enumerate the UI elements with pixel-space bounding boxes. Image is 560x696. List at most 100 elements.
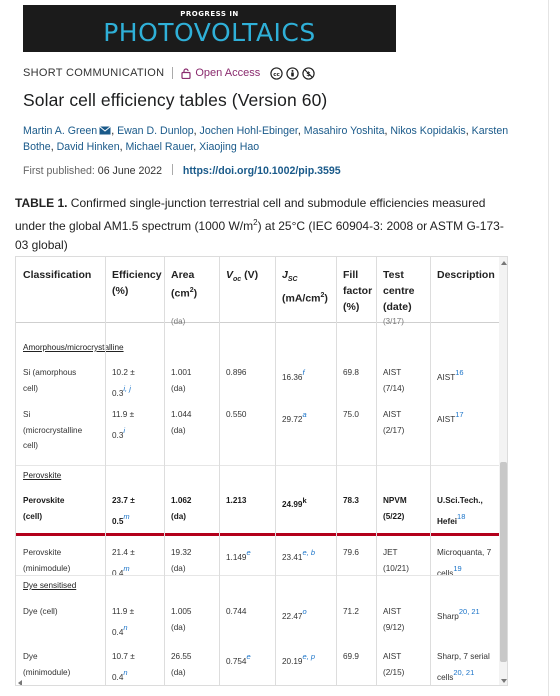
footnote-link[interactable]: f xyxy=(302,368,305,377)
journal-banner-title: PHOTOVOLTAICS xyxy=(103,18,316,47)
cell-text: 0.3 xyxy=(112,430,124,440)
header-area[interactable]: Area (cm2) xyxy=(171,267,197,302)
cell-test-centre: JET (10/21) xyxy=(383,545,409,576)
cell-text: cells xyxy=(437,568,454,578)
cell-text: AIST xyxy=(383,368,402,377)
cell-text: 23.7 ± xyxy=(112,496,135,505)
author-link[interactable]: Ewan D. Dunlop xyxy=(117,125,194,137)
reference-link[interactable]: 16 xyxy=(455,368,464,377)
reference-link[interactable]: 19 xyxy=(453,563,462,573)
cell-text: 0.4 xyxy=(112,672,124,682)
cell-efficiency: 10.2 ± 0.3i, j xyxy=(112,365,135,401)
header-sub: oc xyxy=(233,276,242,284)
cell-text: AIST xyxy=(437,373,456,382)
scroll-left-arrow[interactable] xyxy=(18,680,22,685)
cell-voc: 1.149e xyxy=(226,545,251,566)
header-text: Efficiency xyxy=(112,269,162,281)
header-fill-factor[interactable]: Fill factor (%) xyxy=(343,267,372,315)
header-jsc[interactable]: JSC (mA/cm2) xyxy=(282,267,328,307)
journal-banner[interactable]: PROGRESS IN PHOTOVOLTAICS xyxy=(23,5,396,52)
author-link[interactable]: Michael Rauer xyxy=(125,141,194,153)
cell-text: cell) xyxy=(23,441,39,450)
cell-fill-factor: 78.3 xyxy=(343,496,359,505)
header-description[interactable]: Description xyxy=(437,269,495,281)
article-type: SHORT COMMUNICATION xyxy=(23,67,165,79)
cell-classification: Perovskite (cell) xyxy=(23,493,64,524)
row-divider xyxy=(16,575,499,576)
author-link[interactable]: Masahiro Yoshita xyxy=(303,125,385,137)
section-heading-amorphous: Amorphous/microcrystalline xyxy=(23,343,124,352)
cell-classification: Perovskite (minimodule) xyxy=(23,545,70,576)
footnote-link[interactable]: i xyxy=(123,425,126,435)
cell-text: 11.9 ± xyxy=(112,607,135,616)
scrollbar-thumb[interactable] xyxy=(500,462,507,662)
cell-test-centre: AIST (9/12) xyxy=(383,604,404,635)
footnote-link[interactable]: m xyxy=(123,511,130,521)
cell-fill-factor: 79.6 xyxy=(343,548,359,557)
footnote-link[interactable]: e, p xyxy=(302,652,316,661)
header-voc[interactable]: Voc (V) xyxy=(226,267,258,288)
scroll-down-arrow[interactable] xyxy=(501,679,507,683)
column-divider xyxy=(164,257,165,685)
cell-text: Dye xyxy=(23,652,38,661)
author-list: Martin A. Green, Ewan D. Dunlop, Jochen … xyxy=(23,125,509,153)
cell-classification: Dye (minimodule) xyxy=(23,649,70,680)
author-link[interactable]: Xiaojing Hao xyxy=(199,141,260,153)
author-link[interactable]: Nikos Kopidakis xyxy=(390,125,466,137)
footnote-link[interactable]: o xyxy=(302,607,307,616)
header-efficiency[interactable]: Efficiency (%) xyxy=(112,267,162,299)
cell-voc: 0.754e xyxy=(226,649,251,670)
cell-jsc: 24.99k xyxy=(282,493,307,513)
cell-efficiency: 23.7 ± 0.5m xyxy=(112,493,135,529)
publication-info: First published: 06 June 2022 https://do… xyxy=(23,164,341,177)
by-icon[interactable] xyxy=(286,66,299,80)
nc-icon[interactable]: $ xyxy=(302,66,315,80)
header-text: V xyxy=(226,269,234,281)
footnote-link[interactable]: n xyxy=(123,622,128,632)
scroll-up-arrow[interactable] xyxy=(501,261,507,265)
column-divider xyxy=(275,257,276,685)
footnote-link[interactable]: e xyxy=(246,548,251,557)
footnote-link[interactable]: e xyxy=(246,652,251,661)
author-link[interactable]: Karsten Bothe xyxy=(23,125,509,153)
cell-text: 11.9 ± xyxy=(112,410,135,419)
cell-text: Sharp, 7 serial xyxy=(437,652,490,661)
cell-text: (5/22) xyxy=(383,511,405,521)
header-text: (cm xyxy=(171,287,190,300)
cell-area: 1.044 (da) xyxy=(171,407,192,438)
published-label: First published: xyxy=(23,165,95,177)
cell-area: 1.005 (da) xyxy=(171,604,192,635)
header-classification[interactable]: Classification xyxy=(23,269,92,281)
footnote-link[interactable]: n xyxy=(123,667,128,677)
table-scroll-area[interactable]: Classification Efficiency (%) Area (cm2) V… xyxy=(16,257,499,685)
lock-icon xyxy=(181,67,191,79)
author-link[interactable]: David Hinken xyxy=(56,141,120,153)
cell-text: Microquanta, 7 xyxy=(437,548,492,557)
reference-link[interactable]: 20, 21 xyxy=(453,667,475,677)
column-divider xyxy=(430,257,431,685)
doi-link[interactable]: https://doi.org/10.1002/pip.3595 xyxy=(182,165,341,177)
cell-text: (2/15) xyxy=(383,667,405,677)
mail-icon[interactable] xyxy=(99,126,112,135)
cell-text: 10.2 ± xyxy=(112,368,135,377)
clipped-cell: (da) xyxy=(171,317,186,326)
table-container[interactable]: Classification Efficiency (%) Area (cm2) V… xyxy=(15,256,508,686)
table-vertical-scrollbar[interactable] xyxy=(499,257,507,685)
footnote-link[interactable]: i, j xyxy=(123,383,131,393)
table-label: TABLE 1. xyxy=(15,196,68,210)
cell-text: 1.005 xyxy=(171,607,192,616)
cc-icon[interactable]: cc xyxy=(270,66,283,80)
footnote-link[interactable]: m xyxy=(123,563,130,573)
reference-link[interactable]: 18 xyxy=(457,511,466,521)
footnote-link[interactable]: a xyxy=(302,410,307,419)
open-access-label[interactable]: Open Access xyxy=(195,67,261,79)
author-link[interactable]: Jochen Hohl-Ebinger xyxy=(199,125,298,137)
author-link[interactable]: Martin A. Green xyxy=(23,125,98,137)
footnote-link[interactable]: e, b xyxy=(302,548,316,557)
article-meta: SHORT COMMUNICATION Open Access cc $ xyxy=(23,65,318,81)
reference-link[interactable]: 20, 21 xyxy=(458,607,480,616)
reference-link[interactable]: 17 xyxy=(455,410,464,419)
cell-area: 26.55 (da) xyxy=(171,649,192,680)
cell-jsc: 22.47o xyxy=(282,604,307,625)
header-test-centre[interactable]: Test centre (date) xyxy=(383,267,415,315)
